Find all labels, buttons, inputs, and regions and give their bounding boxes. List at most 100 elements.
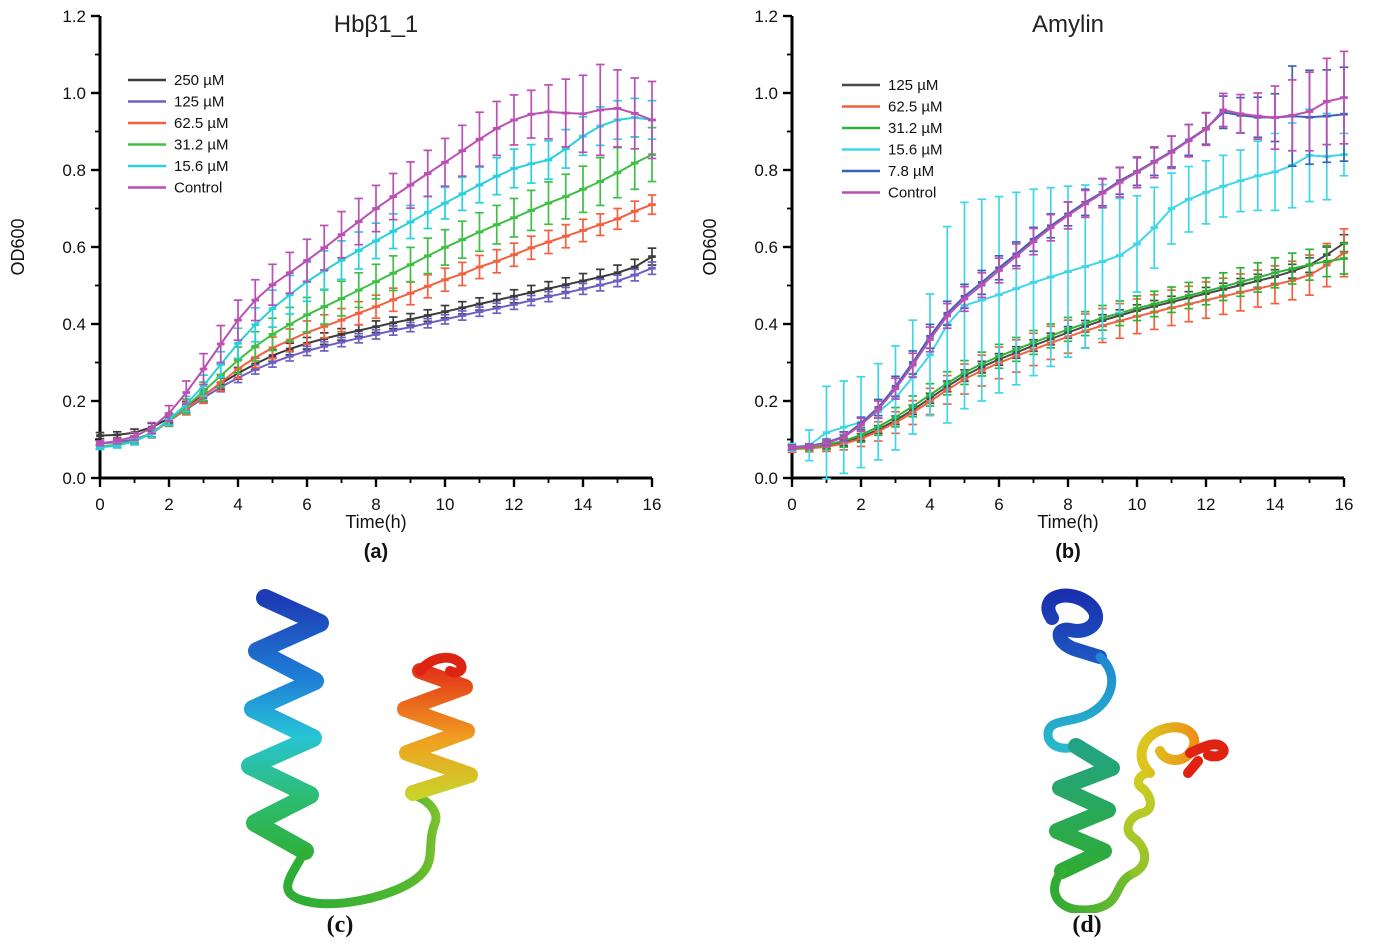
legend-label: 15.6 µM — [174, 158, 229, 175]
data-marker — [1150, 160, 1159, 164]
growth-chart-amylin: 0 2 4 6 8 10 12 14 16 0.0 0.2 0.4 0.6 0.8 1.0 1.2 Amylin… — [700, 7, 1353, 563]
data-marker — [1064, 214, 1072, 217]
data-marker — [630, 112, 639, 115]
data-marker — [372, 325, 380, 329]
data-marker — [423, 210, 432, 214]
data-marker — [510, 216, 518, 220]
data-marker — [839, 425, 848, 429]
data-marker — [613, 171, 622, 175]
protein-ribbon-structure-d — [1041, 588, 1229, 913]
cyan-loop — [1043, 652, 1117, 753]
data-marker — [1236, 112, 1245, 116]
data-marker — [441, 310, 449, 314]
data-marker — [285, 322, 294, 326]
data-marker — [441, 245, 449, 249]
data-marker — [613, 279, 622, 283]
data-marker — [96, 445, 104, 449]
x-tick-label: 12 — [505, 495, 524, 514]
data-marker — [1115, 254, 1124, 257]
data-marker — [303, 313, 311, 317]
y-tick-label: 0.0 — [754, 469, 778, 488]
legend: 250 µM 125 µM 62.5 µM 31.2 µM 15.6 µM Control — [128, 72, 229, 197]
data-marker — [492, 298, 501, 302]
data-marker — [268, 332, 277, 336]
data-marker — [441, 201, 449, 205]
data-marker — [544, 110, 553, 114]
y-axis-label: OD600 — [8, 218, 28, 275]
data-marker — [492, 127, 501, 130]
data-marker — [648, 203, 656, 207]
data-marker — [406, 220, 415, 224]
c-terminus-red-tip — [415, 652, 467, 678]
y-tick-label: 0.4 — [754, 315, 778, 334]
x-axis-label: Time(h) — [1037, 512, 1098, 532]
data-marker — [251, 298, 260, 302]
data-marker — [354, 288, 363, 292]
data-marker — [441, 278, 449, 282]
data-marker — [596, 108, 605, 112]
data-marker — [130, 435, 139, 438]
data-marker — [234, 341, 242, 345]
panel-label-c: (c) — [326, 912, 354, 938]
data-marker — [527, 209, 536, 212]
data-marker — [372, 305, 380, 309]
data-marker — [527, 112, 536, 116]
data-marker — [372, 332, 380, 336]
data-marker — [926, 353, 934, 357]
legend-label: 125 µM — [174, 94, 224, 111]
x-tick-label: 10 — [1128, 495, 1147, 514]
data-marker — [1236, 179, 1245, 183]
legend-label: Control — [888, 185, 936, 202]
data-marker — [268, 361, 277, 364]
legend-label: 15.6 µM — [888, 142, 943, 159]
data-marker — [1184, 197, 1193, 201]
y-tick-label: 0.2 — [62, 392, 86, 411]
data-marker — [337, 297, 346, 300]
data-marker — [1322, 100, 1331, 103]
data-marker — [579, 279, 587, 283]
y-tick-label: 0.2 — [754, 392, 778, 411]
data-marker — [1219, 184, 1228, 188]
data-marker — [337, 332, 346, 336]
data-marker — [977, 283, 986, 287]
data-marker — [475, 310, 484, 314]
data-marker — [423, 172, 432, 175]
data-marker — [1305, 110, 1314, 113]
data-marker — [96, 441, 104, 445]
data-marker — [475, 137, 484, 141]
n-terminal-helix-ribbon — [1041, 588, 1107, 664]
data-marker — [839, 435, 848, 439]
data-marker — [1202, 127, 1210, 131]
data-marker — [423, 254, 432, 258]
data-marker — [1115, 180, 1124, 184]
data-marker — [648, 255, 656, 259]
data-marker — [199, 367, 208, 371]
data-marker — [285, 293, 294, 297]
y-tick-label: 1.0 — [754, 84, 778, 103]
chart-title: Hbβ1_1 — [334, 11, 419, 38]
x-tick-label: 14 — [1266, 495, 1285, 514]
panel-label: (b) — [1055, 541, 1081, 563]
data-marker — [630, 209, 639, 213]
data-marker — [372, 280, 380, 284]
data-marker — [96, 434, 104, 438]
c-terminal-helix-ribbon — [397, 663, 478, 801]
x-tick-label: 4 — [233, 495, 242, 514]
legend-label: 62.5 µM — [174, 115, 229, 132]
data-marker — [1253, 114, 1262, 118]
data-marker — [251, 344, 260, 348]
data-marker — [1150, 226, 1159, 230]
data-marker — [1253, 276, 1262, 279]
data-marker — [648, 266, 656, 270]
growth-chart-hbb1: 0 2 4 6 8 10 12 14 16 0.0 0.2 0.4 0.6 0.8 1.0 1.2 Hbβ1_1… — [8, 7, 661, 563]
data-marker — [822, 441, 831, 445]
series-Control — [95, 63, 657, 447]
data-marker — [561, 283, 570, 287]
data-marker — [337, 258, 346, 262]
bottom-loop — [1050, 866, 1139, 913]
series-Control — [787, 50, 1349, 451]
data-marker — [1029, 240, 1038, 244]
legend-label: 62.5 µM — [888, 99, 943, 116]
data-marker — [1271, 170, 1279, 174]
data-marker — [234, 318, 242, 322]
